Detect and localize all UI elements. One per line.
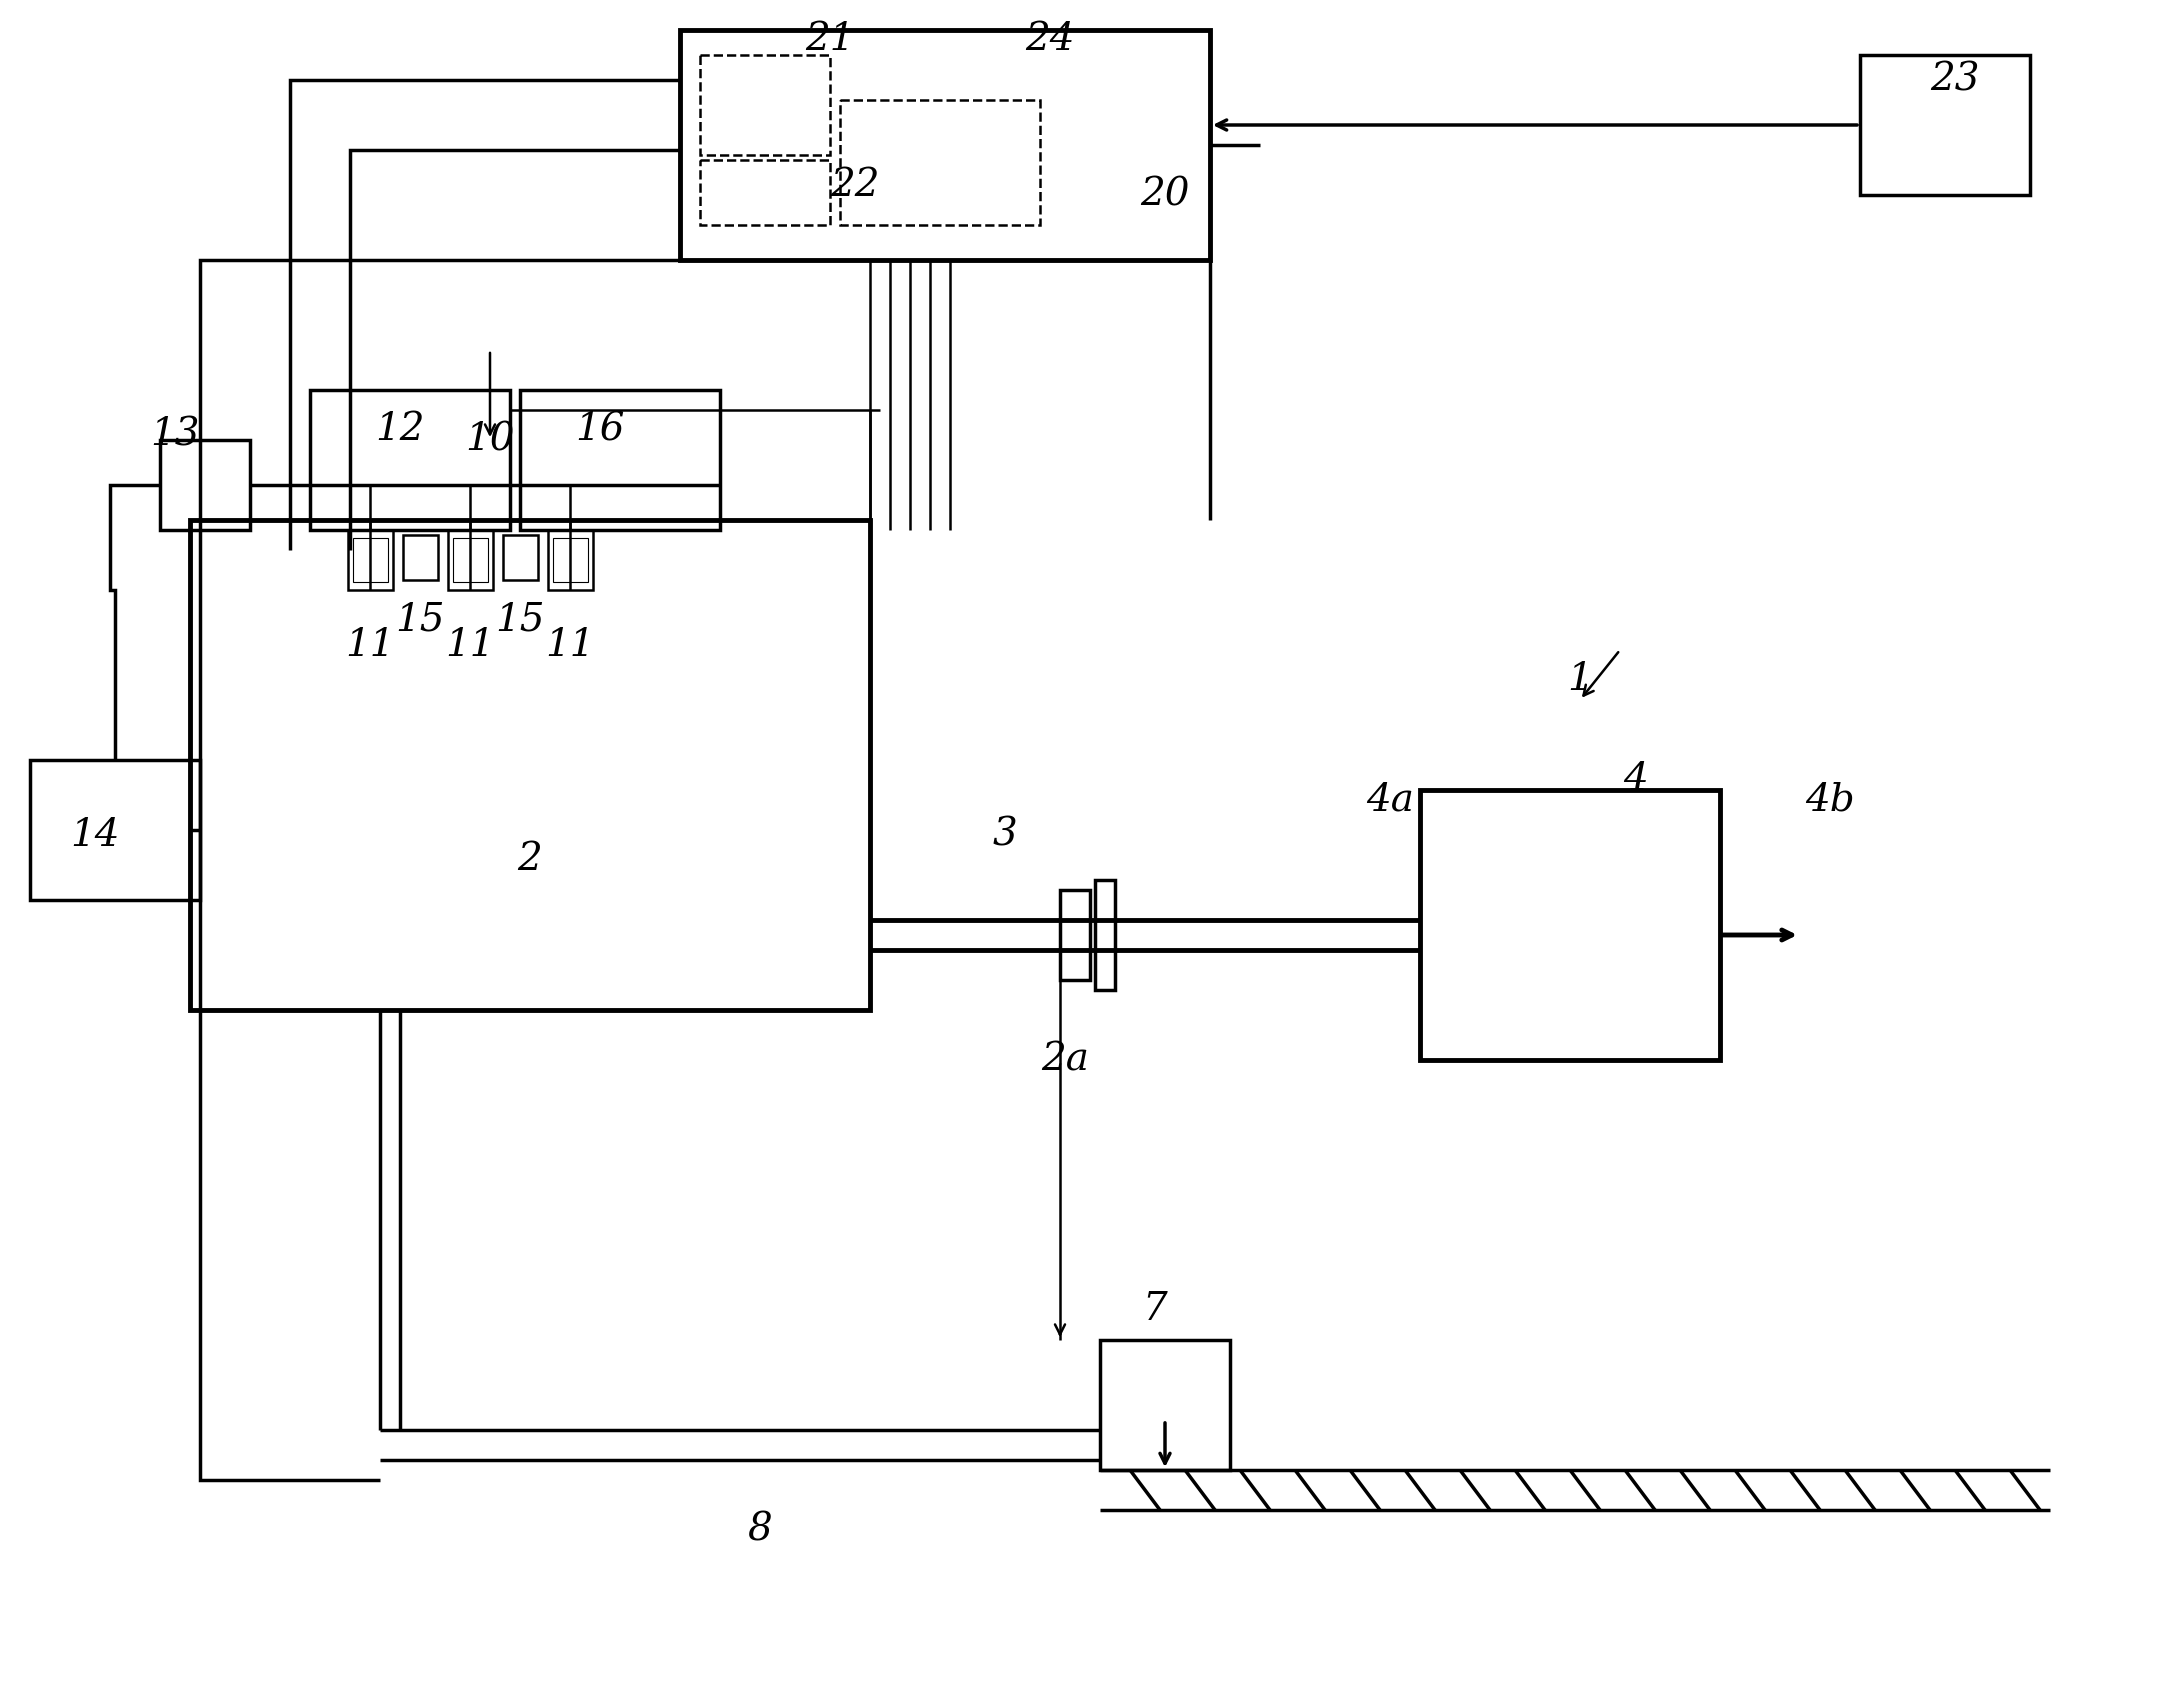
Text: 21: 21 — [806, 22, 854, 59]
Bar — [353, 538, 388, 582]
Text: 24: 24 — [1026, 22, 1074, 59]
Text: 20: 20 — [1141, 176, 1189, 213]
Bar — [699, 161, 830, 225]
Text: 4b: 4b — [1806, 782, 1856, 818]
Text: 1: 1 — [1568, 662, 1592, 699]
Text: 16: 16 — [575, 411, 625, 449]
Text: 22: 22 — [830, 166, 880, 203]
Text: 2a: 2a — [1041, 1041, 1089, 1078]
Bar — [453, 538, 488, 582]
Bar — [449, 530, 492, 589]
Text: 7: 7 — [1143, 1292, 1167, 1329]
Text: 4: 4 — [1623, 762, 1647, 799]
Text: 13: 13 — [150, 416, 200, 454]
Text: 11: 11 — [444, 626, 494, 664]
Bar — [1096, 880, 1115, 990]
Bar — [159, 440, 250, 530]
Text: 8: 8 — [747, 1512, 773, 1549]
Text: 2: 2 — [518, 841, 542, 879]
Bar — [348, 530, 392, 589]
Text: 14: 14 — [70, 816, 120, 853]
Text: 3: 3 — [993, 816, 1017, 853]
Bar — [30, 760, 200, 901]
Bar — [699, 54, 830, 156]
Text: 11: 11 — [544, 626, 595, 664]
Bar — [1100, 1339, 1231, 1470]
Bar — [1420, 791, 1721, 1060]
Bar — [309, 389, 510, 530]
Bar — [521, 389, 721, 530]
Bar — [189, 520, 869, 1011]
Bar — [553, 538, 588, 582]
Text: 15: 15 — [394, 601, 444, 638]
Bar — [1061, 891, 1089, 980]
Bar — [403, 535, 438, 581]
Text: 23: 23 — [1930, 61, 1980, 98]
Bar — [549, 530, 592, 589]
Bar — [1860, 54, 2030, 195]
Bar — [841, 100, 1041, 225]
Text: 15: 15 — [494, 601, 544, 638]
Text: 10: 10 — [466, 422, 514, 459]
Bar — [680, 30, 1211, 261]
Bar — [503, 535, 538, 581]
Text: 4a: 4a — [1366, 782, 1414, 818]
Text: 11: 11 — [346, 626, 394, 664]
Text: 12: 12 — [375, 411, 425, 449]
